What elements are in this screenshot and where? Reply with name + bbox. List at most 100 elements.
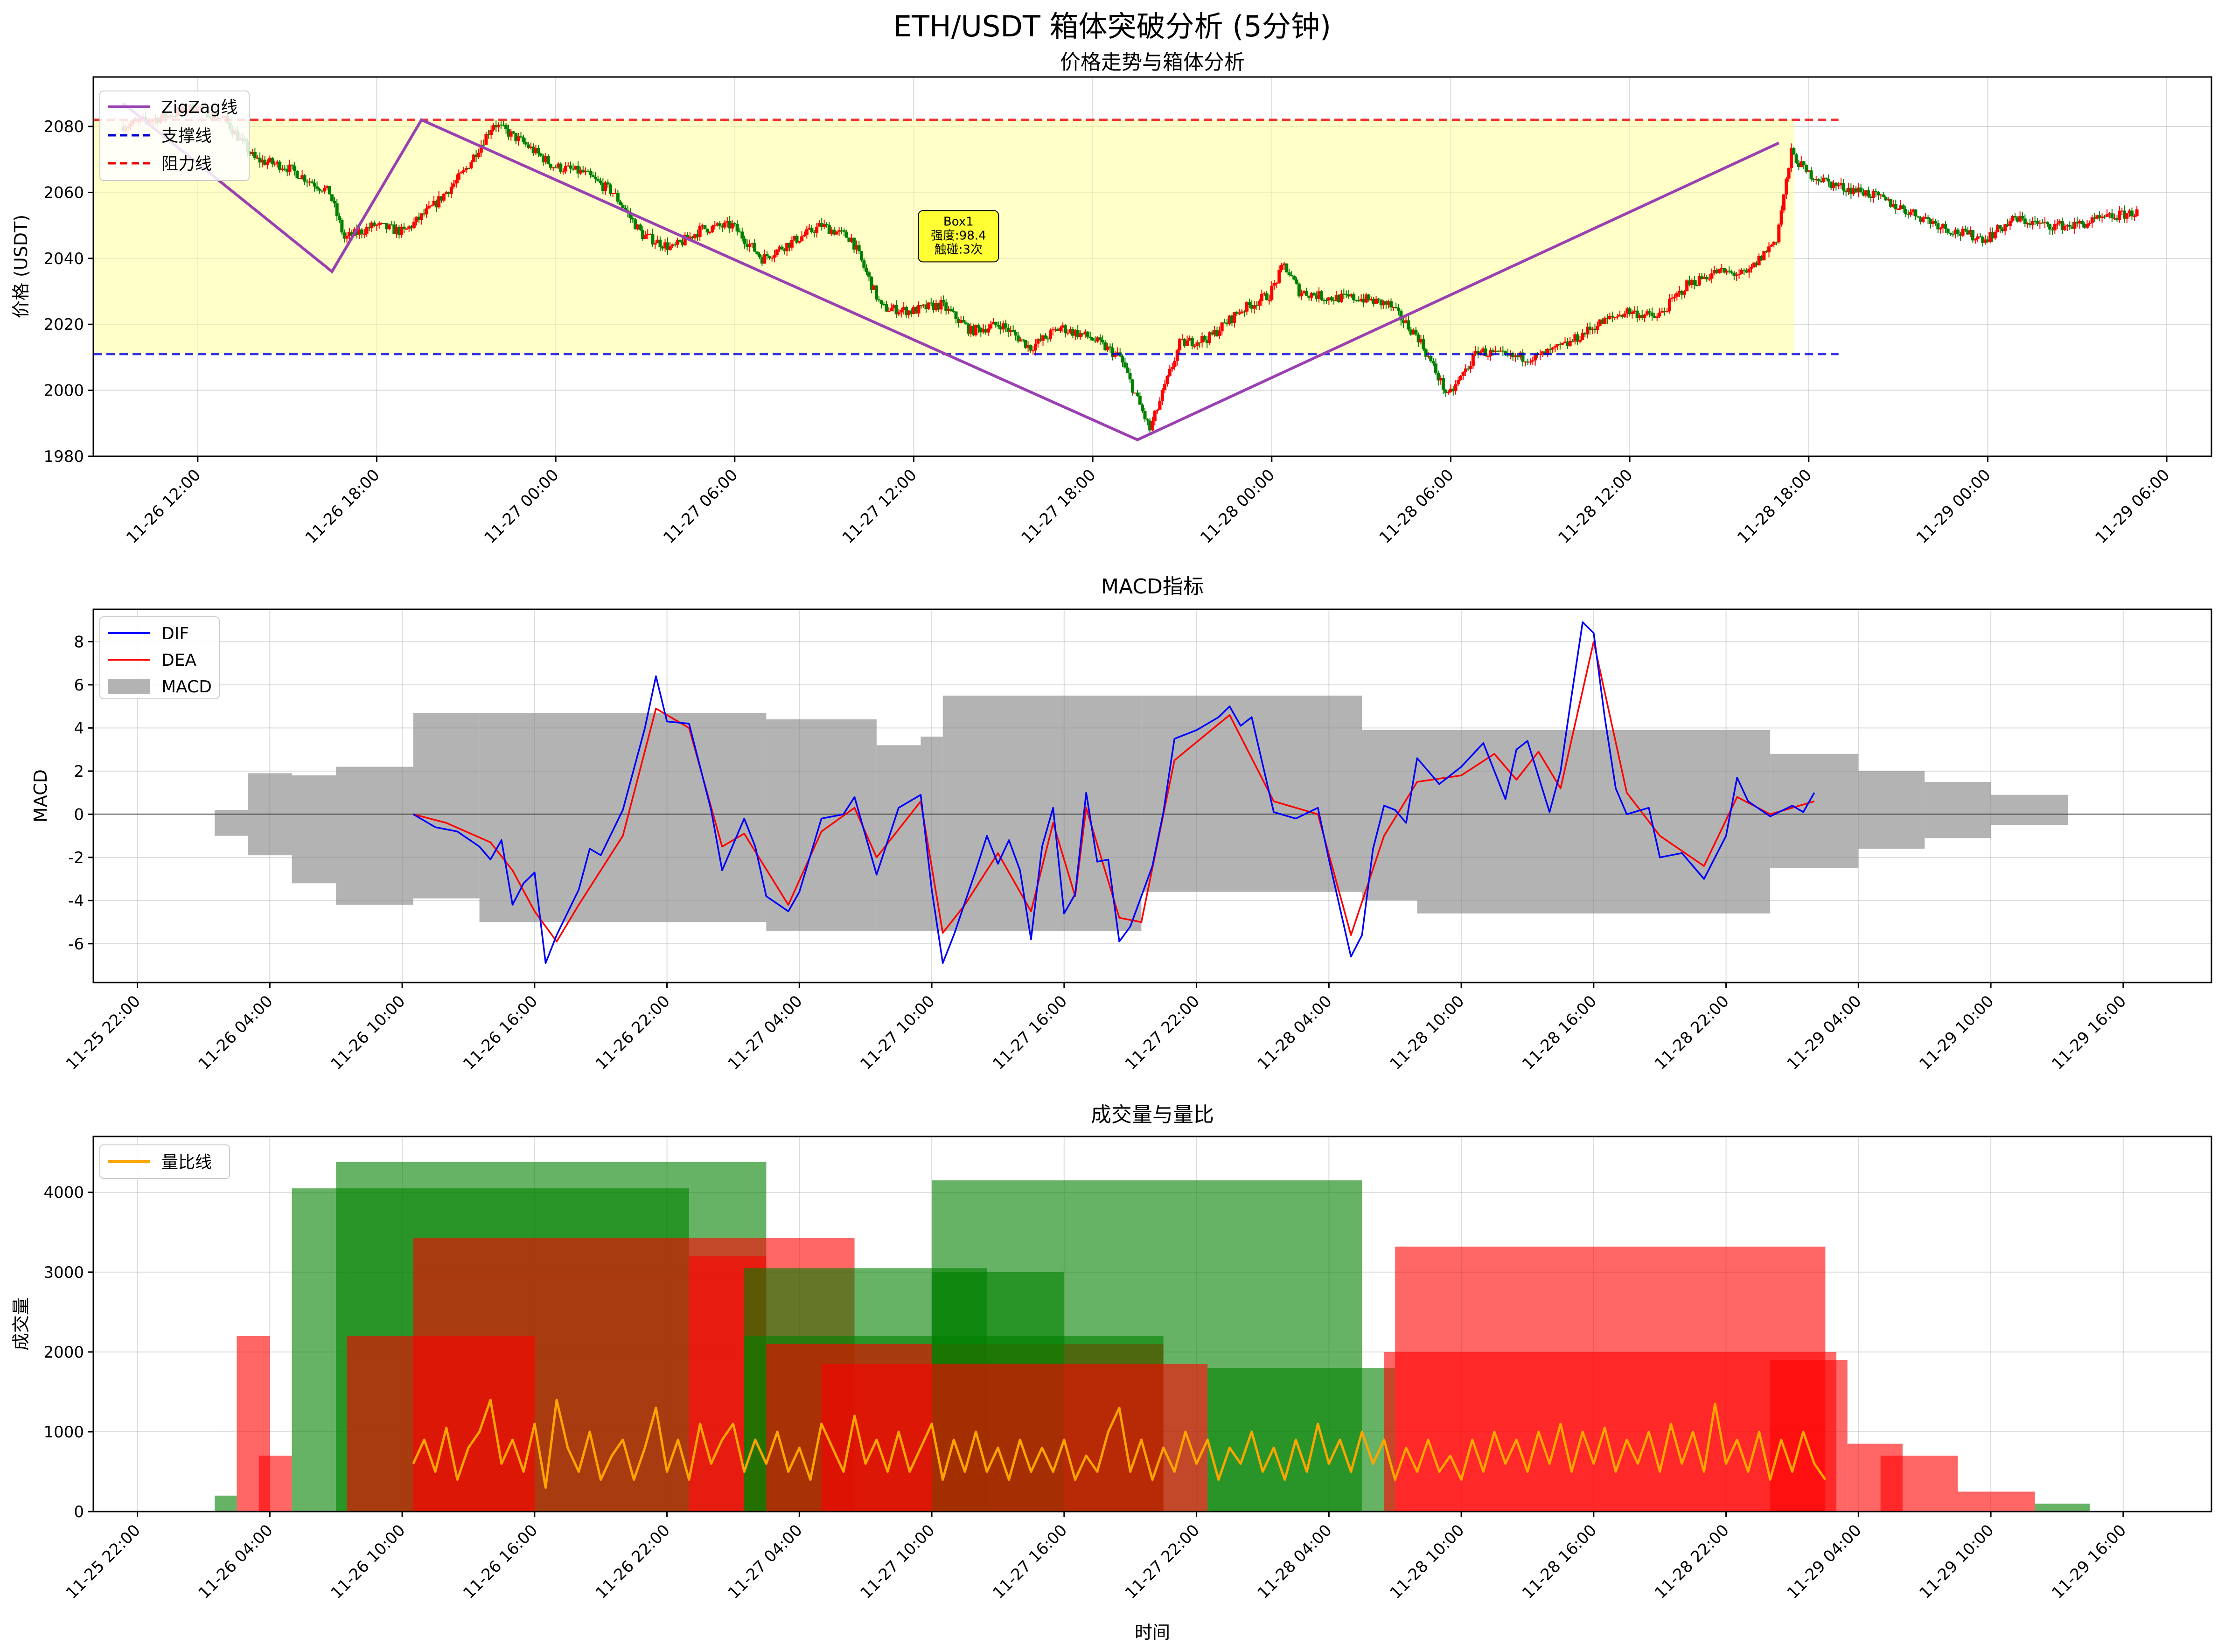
- candle-body: [1362, 299, 1366, 303]
- candle-body: [2021, 216, 2024, 219]
- volume-y-ticks: 0 1000 2000 3000 4000: [43, 1184, 93, 1521]
- candle-body: [1302, 291, 1306, 293]
- candle-body: [1267, 300, 1271, 301]
- candle-body: [1252, 305, 1256, 309]
- candle-body: [1561, 343, 1564, 345]
- candle-body: [1966, 230, 1970, 235]
- candle-body: [1817, 179, 1820, 181]
- candle-body: [1680, 291, 1684, 295]
- candle-body: [1720, 268, 1723, 269]
- candle-body: [268, 158, 272, 162]
- candle-body: [2108, 213, 2112, 215]
- candle-body: [1615, 316, 1619, 318]
- candle-body: [407, 226, 411, 229]
- candle-body: [1608, 316, 1611, 319]
- candle-body: [1422, 339, 1425, 349]
- candle-body: [1235, 312, 1239, 314]
- candle-body: [1894, 203, 1897, 209]
- candle-body: [1934, 221, 1938, 223]
- candle-body: [614, 193, 617, 194]
- candle-body: [1645, 311, 1649, 315]
- candle-body: [1412, 329, 1416, 335]
- candle-body: [1260, 294, 1263, 301]
- candle-body: [1128, 372, 1132, 380]
- candle-body: [812, 232, 816, 233]
- candle-body: [1600, 319, 1604, 324]
- candle-body: [1292, 276, 1296, 280]
- candle-body: [875, 285, 879, 300]
- candle-body: [1762, 251, 1766, 261]
- y-tick-label: 0: [74, 805, 84, 824]
- candle-body: [497, 125, 501, 128]
- candle-body: [892, 305, 896, 308]
- candle-body: [591, 175, 595, 177]
- y-tick-label: 6: [74, 676, 84, 695]
- candle-body: [1439, 378, 1443, 381]
- candle-body: [1111, 348, 1115, 357]
- candle-body: [1011, 330, 1015, 332]
- candle-body: [318, 188, 321, 191]
- candle-body: [1446, 391, 1450, 393]
- candle-body: [1633, 310, 1637, 312]
- candle-body: [840, 230, 844, 231]
- candle-body: [360, 229, 363, 234]
- candle-body: [427, 205, 431, 209]
- candle-body: [1752, 262, 1756, 267]
- candle-body: [971, 326, 975, 335]
- candle-body: [1297, 283, 1301, 297]
- candle-body: [2036, 221, 2039, 224]
- candle-body: [1924, 217, 1927, 218]
- candle-body: [569, 165, 572, 169]
- candle-body: [1143, 411, 1147, 419]
- macd-y-ticks: -6 -4 -2 0 2 4 6 8: [68, 633, 93, 954]
- volume-bar: [347, 1336, 535, 1512]
- candle-body: [1760, 256, 1764, 261]
- candle-body: [1136, 392, 1139, 396]
- candle-body: [1658, 313, 1661, 317]
- candle-body: [1168, 369, 1172, 376]
- candle-body: [1800, 161, 1803, 167]
- candle-body: [688, 236, 692, 239]
- macd-bar: [942, 695, 1142, 931]
- candle-body: [1792, 148, 1796, 155]
- candle-body: [810, 227, 814, 232]
- candle-body: [1787, 167, 1791, 179]
- candle-body: [315, 186, 319, 189]
- candle-body: [1663, 311, 1667, 313]
- candle-body: [1919, 217, 1923, 222]
- candle-body: [1499, 350, 1502, 352]
- candle-body: [1660, 311, 1664, 313]
- candle-body: [1571, 341, 1575, 342]
- candle-body: [1897, 209, 1900, 210]
- candle-body: [1163, 383, 1167, 390]
- candle-body: [1160, 390, 1164, 401]
- candle-body: [1148, 420, 1152, 431]
- candle-body: [720, 226, 724, 228]
- price-legend-frame: [99, 91, 250, 181]
- candle-body: [1750, 267, 1753, 269]
- candle-body: [1228, 315, 1231, 324]
- candle-body: [959, 320, 963, 323]
- candle-body: [847, 237, 851, 242]
- candle-body: [385, 223, 389, 230]
- candle-body: [1041, 335, 1045, 341]
- candle-body: [400, 226, 404, 235]
- candle-body: [678, 240, 682, 242]
- y-tick-label: 3000: [43, 1263, 84, 1282]
- candle-body: [1103, 342, 1107, 350]
- candle-body: [616, 193, 620, 202]
- candle-body: [1951, 234, 1955, 235]
- candle-body: [989, 324, 993, 329]
- candle-body: [1514, 355, 1517, 357]
- candle-body: [2018, 216, 2022, 222]
- candle-body: [1688, 280, 1691, 285]
- candle-body: [509, 131, 513, 137]
- candle-body: [693, 234, 697, 238]
- box-annotation-frame: [918, 210, 999, 263]
- candle-body: [1546, 349, 1549, 355]
- candle-body: [1693, 280, 1696, 285]
- candle-body: [328, 186, 331, 195]
- candle-body: [815, 226, 819, 233]
- candle-body: [902, 307, 906, 310]
- dea-line: [413, 641, 1815, 942]
